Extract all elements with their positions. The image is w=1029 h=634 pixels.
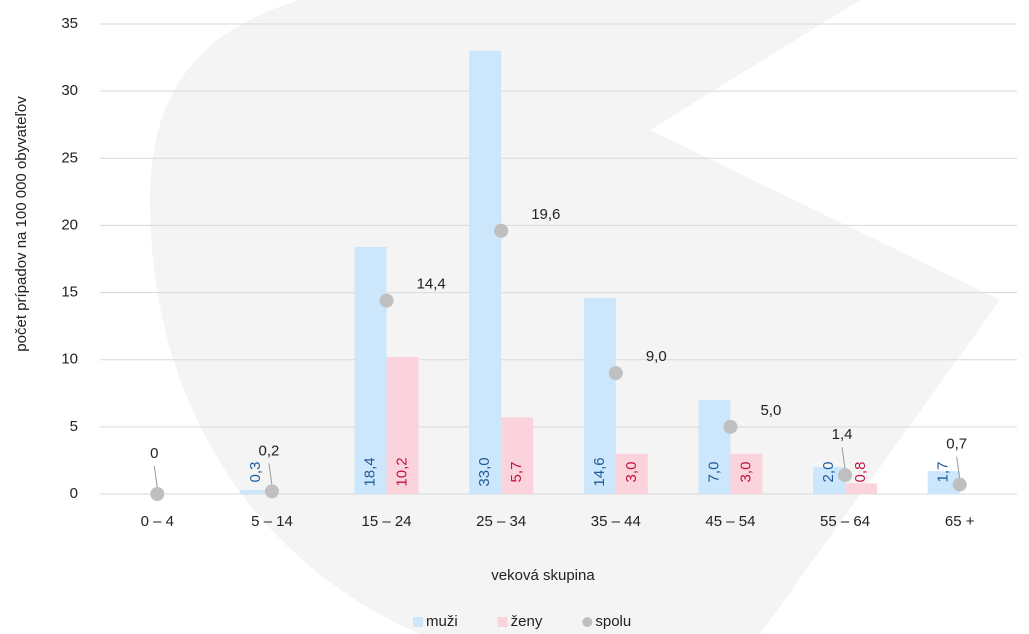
- bar: [386, 357, 419, 494]
- bar-value-label: 0,8: [852, 462, 869, 483]
- bar-value-label: 3,0: [737, 462, 754, 483]
- bar-value-label: 2,0: [820, 462, 837, 483]
- leader-line: [268, 463, 273, 486]
- y-tick-label: 20: [61, 216, 78, 233]
- bar: [845, 483, 878, 494]
- point: [723, 419, 738, 434]
- leader-line: [956, 456, 961, 479]
- x-tick-label: 5 – 14: [251, 513, 293, 530]
- bar-value-label: 33,0: [476, 457, 493, 486]
- leader-line: [841, 447, 846, 470]
- point-value-label: 0,7: [946, 436, 967, 453]
- legend-label: ženy: [511, 613, 543, 630]
- point: [608, 366, 623, 381]
- y-tick-label: 25: [61, 149, 78, 166]
- x-axis-title: veková skupina: [491, 567, 595, 584]
- bar: [354, 246, 387, 494]
- background-logo: [150, 0, 1000, 634]
- x-tick-label: 35 – 44: [591, 513, 641, 530]
- y-tick-label: 15: [61, 284, 78, 301]
- x-tick-label: 15 – 24: [362, 513, 412, 530]
- bar: [239, 489, 272, 494]
- y-tick-label: 30: [61, 82, 78, 99]
- point: [264, 484, 279, 499]
- x-tick-label: 65 +: [945, 513, 975, 530]
- leader-line: [153, 465, 158, 489]
- point-value-label: 9,0: [646, 348, 667, 365]
- y-tick-label: 35: [61, 15, 78, 32]
- bar-value-label: 3,0: [623, 462, 640, 483]
- legend-label: spolu: [595, 613, 631, 630]
- point-value-label: 0: [150, 445, 158, 462]
- y-tick-label: 0: [70, 485, 78, 502]
- point-value-label: 19,6: [531, 206, 560, 223]
- x-tick-label: 0 – 4: [141, 513, 174, 530]
- bar: [698, 400, 731, 494]
- legend-marker: [413, 617, 423, 627]
- point-value-label: 1,4: [832, 426, 853, 443]
- x-tick-label: 55 – 64: [820, 513, 870, 530]
- bar: [615, 453, 648, 494]
- point: [494, 223, 509, 238]
- point: [379, 293, 394, 308]
- bar-value-label: 14,6: [591, 457, 608, 486]
- bar: [501, 417, 534, 494]
- y-tick-label: 10: [61, 351, 78, 368]
- y-tick-label: 5: [70, 418, 78, 435]
- bar-value-label: 7,0: [705, 462, 722, 483]
- point-value-label: 14,4: [417, 276, 446, 293]
- point-value-label: 0,2: [259, 442, 280, 459]
- x-tick-label: 25 – 34: [476, 513, 526, 530]
- point: [952, 477, 967, 492]
- bar-value-label: 1,7: [935, 462, 952, 483]
- point-value-label: 5,0: [760, 402, 781, 419]
- legend-label: muži: [426, 613, 458, 630]
- legend-marker: [582, 617, 593, 627]
- bar: [730, 453, 763, 494]
- bar-value-label: 10,2: [394, 457, 411, 486]
- bar-value-label: 0,3: [247, 462, 264, 483]
- point: [838, 468, 853, 483]
- point: [150, 487, 165, 501]
- bar-value-label: 18,4: [362, 457, 379, 486]
- legend-marker: [497, 617, 508, 627]
- bar: [469, 50, 502, 494]
- x-tick-label: 45 – 54: [705, 513, 755, 530]
- bar: [583, 297, 616, 494]
- bar-value-label: 5,7: [508, 462, 525, 483]
- y-axis-title: počet prípadov na 100 000 obyvateľov: [13, 96, 30, 352]
- bar: [927, 471, 960, 494]
